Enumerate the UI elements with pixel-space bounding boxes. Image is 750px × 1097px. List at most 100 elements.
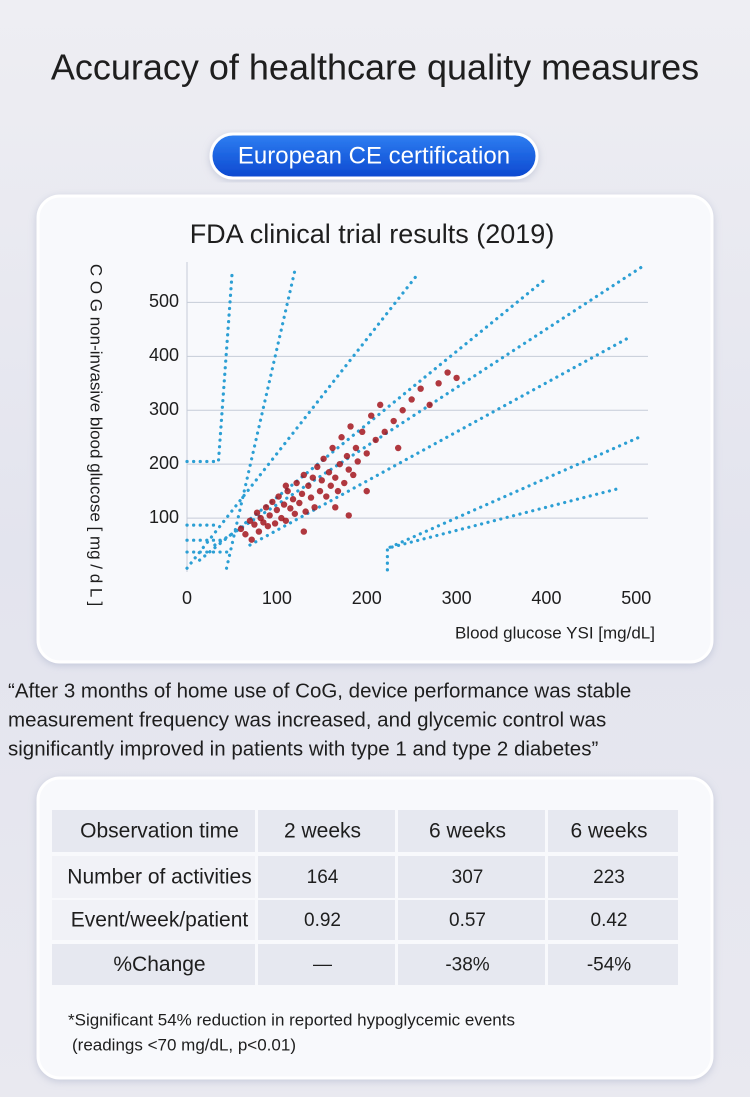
cell-text: Observation time — [80, 820, 239, 843]
x-tick-label: 500 — [621, 588, 651, 608]
data-point — [363, 450, 370, 457]
badge-text: European CE certification — [238, 142, 510, 169]
cell-text: 6 weeks — [429, 820, 506, 843]
data-point — [246, 517, 254, 524]
cell-text: Event/week/patient — [71, 909, 249, 932]
data-point — [300, 471, 308, 479]
page-title: Accuracy of healthcare quality measures — [51, 47, 699, 88]
table-cell — [398, 856, 545, 898]
table-cell — [258, 856, 395, 898]
table-cell — [398, 944, 545, 985]
data-point — [347, 423, 354, 430]
data-point — [320, 455, 327, 462]
data-point — [289, 496, 297, 503]
data-point — [284, 487, 291, 495]
data-point — [255, 528, 263, 535]
table-cell — [548, 856, 678, 898]
cell-text: 6 weeks — [570, 820, 647, 843]
y-tick-label: 100 — [149, 507, 179, 527]
cell-text: 164 — [307, 867, 339, 888]
data-point — [287, 505, 294, 512]
data-point — [345, 466, 352, 473]
cell-text: 0.92 — [304, 910, 341, 931]
plot: 100 200 300 400 500 0 100 200 300 400 500 — [149, 262, 651, 608]
zone-line — [388, 434, 644, 549]
zone-line — [185, 273, 234, 464]
table-cell — [258, 900, 395, 940]
x-tick-label: 400 — [531, 588, 561, 608]
data-point — [354, 458, 361, 465]
table-cell — [258, 810, 395, 852]
zone-line — [385, 486, 621, 572]
cell-text: -38% — [445, 955, 489, 976]
x-tick-label: 200 — [352, 588, 382, 608]
table-cell — [548, 944, 678, 985]
table-cell — [548, 810, 678, 852]
data-point — [275, 493, 282, 500]
data-point — [298, 490, 306, 498]
data-point — [338, 434, 345, 441]
data-point — [394, 444, 402, 452]
data-point — [345, 512, 352, 519]
data-point — [273, 506, 281, 514]
quote-line: “After 3 months of home use of CoG, devi… — [8, 679, 631, 702]
y-tick-label: 400 — [149, 345, 179, 365]
data-point — [280, 501, 288, 508]
chart-title: FDA clinical trial results (2019) — [190, 219, 555, 249]
data-point — [372, 436, 379, 444]
zone-line — [248, 335, 631, 547]
data-point — [350, 471, 357, 479]
data-point — [293, 479, 300, 487]
data-point — [302, 508, 309, 515]
x-tick-label: 0 — [182, 588, 192, 608]
table-cell — [548, 900, 678, 940]
footnote: *Significant 54% reduction in reported h… — [68, 1010, 515, 1054]
data-point — [435, 380, 442, 387]
data-point — [300, 528, 308, 535]
footnote-line: (readings <70 mg/dL, p<0.01) — [72, 1035, 296, 1054]
data-point — [444, 369, 451, 376]
cell-text: 0.57 — [449, 910, 486, 931]
data-point — [453, 374, 460, 382]
data-point — [311, 504, 318, 511]
data-point — [264, 522, 272, 530]
data-point — [269, 498, 276, 506]
table: Observation time 2 weeks 6 weeks 6 weeks Num… — [52, 810, 678, 985]
x-tick-label: 100 — [262, 588, 292, 608]
data-point — [260, 519, 267, 526]
cell-text: 0.42 — [591, 910, 628, 931]
data-point — [332, 504, 339, 511]
y-axis-label: C O G non-invasive blood glucose [ mg / … — [87, 264, 106, 606]
data-point — [426, 401, 433, 409]
table-cell — [52, 856, 255, 898]
data-point — [282, 482, 290, 489]
data-point — [352, 444, 360, 452]
data-point — [318, 477, 325, 484]
data-point — [381, 428, 388, 436]
cell-text: 223 — [593, 867, 625, 888]
data-point — [417, 385, 424, 392]
data-point — [363, 487, 370, 495]
data-point — [309, 474, 317, 481]
data-point — [336, 460, 343, 468]
data-point — [305, 482, 312, 489]
data-point — [307, 494, 315, 501]
badge — [209, 132, 539, 180]
quote-line: measurement frequency was increased, and… — [8, 708, 606, 731]
data-point — [368, 412, 375, 419]
table-cell — [52, 810, 255, 852]
data-point — [251, 521, 258, 528]
data-point — [316, 487, 324, 495]
cell-text: 307 — [452, 867, 484, 888]
data-point — [325, 469, 333, 476]
data-point — [323, 493, 330, 500]
footnote-line: *Significant 54% reduction in reported h… — [68, 1010, 515, 1029]
table-cell — [52, 900, 255, 940]
quote-line: significantly improved in patients with … — [8, 737, 598, 760]
table-cell — [398, 900, 545, 940]
table-cell — [258, 944, 395, 985]
chart-card — [36, 194, 714, 664]
data-point — [282, 517, 290, 524]
